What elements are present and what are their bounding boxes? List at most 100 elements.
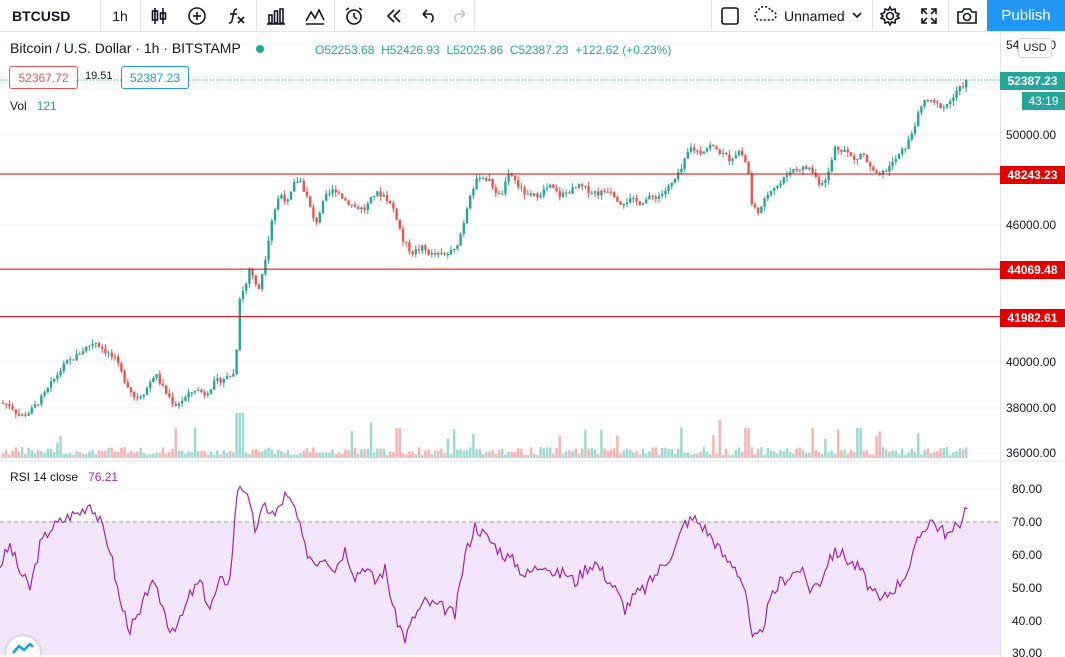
candle-body — [478, 177, 481, 179]
volume-bar — [401, 453, 405, 458]
candle-body — [222, 379, 225, 383]
candle-body — [872, 166, 875, 171]
volume-bar — [846, 453, 849, 458]
currency-button[interactable]: USD — [1018, 38, 1052, 58]
volume-bar — [261, 451, 264, 458]
candle-body — [568, 192, 571, 194]
candle-body — [369, 196, 373, 204]
volume-bar — [286, 449, 289, 458]
candle-body — [635, 197, 638, 202]
volume-bar — [123, 447, 126, 458]
volume-bar — [449, 454, 453, 458]
volume-bar — [373, 452, 376, 458]
candle-body — [846, 149, 849, 153]
volume-bar — [805, 452, 808, 458]
candle-body — [485, 177, 488, 181]
candle-body — [923, 100, 926, 107]
candles-icon[interactable] — [140, 0, 178, 31]
candle-body — [785, 175, 789, 178]
candle-body — [965, 79, 968, 88]
templates-icon[interactable] — [296, 0, 334, 31]
volume-bar — [382, 449, 385, 458]
camera-icon[interactable] — [948, 0, 986, 31]
volume-bar — [107, 447, 110, 458]
candle-body — [305, 191, 309, 197]
square-icon[interactable] — [711, 0, 749, 31]
settings-icon[interactable] — [872, 0, 908, 31]
candle-body — [696, 150, 699, 152]
volume-bar — [622, 450, 625, 458]
undo-icon[interactable] — [414, 0, 444, 31]
top-toolbar: BTCUSD 1h — [0, 0, 1065, 32]
tradingview-logo-icon[interactable] — [6, 636, 40, 657]
volume-bar — [267, 447, 270, 458]
candle-body — [833, 146, 837, 160]
volume-bar — [789, 451, 792, 458]
publish-button[interactable]: Publish — [987, 0, 1065, 31]
layout-name-button[interactable]: Unnamed — [752, 0, 872, 31]
symbol-search-button[interactable]: BTCUSD — [12, 7, 71, 24]
toolbar-divider — [872, 0, 873, 31]
volume-bar — [465, 450, 469, 458]
volume-bar — [75, 451, 78, 458]
buy-price-button[interactable]: 52387.23 — [121, 66, 189, 89]
volume-bar — [213, 454, 216, 458]
rsi-line — [0, 485, 968, 644]
volume-bar — [776, 453, 779, 458]
volume-bar — [629, 449, 632, 458]
candle-body — [859, 153, 862, 159]
volume-bar — [142, 452, 145, 458]
interval-button[interactable]: 1h — [112, 7, 128, 24]
candle-body — [581, 184, 584, 187]
volume-bar — [459, 448, 462, 458]
indicators-icon[interactable] — [216, 0, 256, 31]
volume-bar — [433, 450, 437, 458]
candle-body — [648, 195, 651, 200]
volume-bar — [555, 447, 558, 458]
alert-icon[interactable] — [334, 0, 374, 31]
price-axis-label: 40000.00 — [1006, 355, 1057, 369]
volume-bar — [424, 450, 427, 458]
candle-body — [270, 220, 273, 241]
candle-body — [913, 126, 917, 134]
replay-icon[interactable] — [374, 0, 414, 31]
volume-bar — [667, 449, 670, 458]
volume-bar — [792, 453, 795, 458]
volume-bar — [891, 450, 894, 458]
rsi-axis-label: 60.00 — [1012, 548, 1043, 562]
financials-icon[interactable] — [256, 0, 296, 31]
candle-body — [827, 171, 830, 181]
candle-body — [417, 249, 421, 251]
candle-body — [760, 206, 763, 214]
volume-bar — [952, 452, 955, 458]
market-open-dot-icon — [256, 45, 265, 54]
volume-bar — [875, 435, 878, 458]
redo-icon[interactable] — [444, 0, 474, 31]
candle-body — [936, 102, 939, 104]
volume-bar — [238, 413, 241, 458]
volume-bar — [613, 448, 616, 458]
volume-bar — [881, 447, 885, 458]
volume-bar — [331, 449, 334, 458]
candle-body — [373, 195, 376, 197]
volume-bar — [533, 453, 536, 458]
add-compare-icon[interactable] — [178, 0, 216, 31]
candle-body — [462, 223, 465, 234]
sell-price-button[interactable]: 52367.72 — [9, 66, 78, 89]
volume-bar — [737, 447, 741, 458]
candle-body — [302, 180, 305, 192]
volume-bar — [302, 450, 305, 458]
volume-bar — [520, 448, 523, 458]
fullscreen-icon[interactable] — [910, 0, 948, 31]
volume-bar — [363, 448, 366, 458]
candle-body — [353, 204, 357, 207]
volume-bar — [795, 448, 798, 458]
candle-body — [267, 240, 270, 260]
volume-bar — [203, 451, 206, 458]
volume-bar — [69, 453, 72, 458]
rsi-axis-label: 70.00 — [1012, 515, 1043, 529]
volume-bar — [817, 452, 821, 458]
candle-body — [773, 188, 776, 191]
volume-bar — [17, 451, 21, 458]
